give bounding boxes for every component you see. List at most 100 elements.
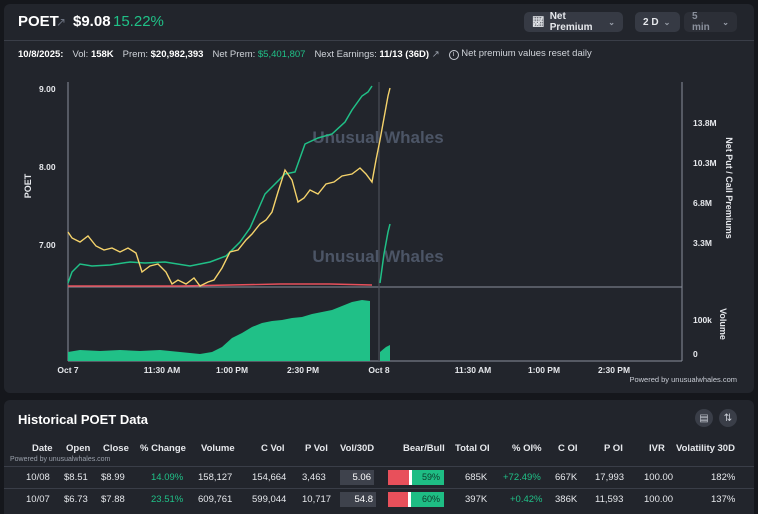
cell-pvol: 10,717 xyxy=(302,494,332,505)
col-pvol[interactable]: P Vol xyxy=(305,443,328,454)
range-dropdown-label: 2 D xyxy=(643,16,659,28)
cell-oipct: +0.42% xyxy=(510,494,543,505)
volume-tick: 0 xyxy=(693,349,698,359)
col-totaloi[interactable]: Total OI xyxy=(455,443,490,454)
metric-dropdown[interactable]: 📈︎ Net Premium ⌄ xyxy=(524,11,623,33)
col-ivr[interactable]: IVR xyxy=(649,443,665,454)
cell-vol30: 54.8 xyxy=(340,492,376,507)
powered-by: Powered by unusualwhales.com xyxy=(629,375,737,384)
col-volatility[interactable]: Volatility 30D xyxy=(676,443,735,454)
sort-toggle-icon[interactable]: ⇅ xyxy=(719,409,737,427)
cell-close: $8.99 xyxy=(101,472,125,483)
cell-totaloi: 685K xyxy=(465,472,488,483)
price-chart[interactable]: Unusual Whales Unusual Whales 9.00 8.00 … xyxy=(0,0,758,393)
cell-pvol: 3,463 xyxy=(302,472,326,483)
col-bearbull[interactable]: Bear/Bull xyxy=(403,443,445,454)
price: $9.08 xyxy=(73,13,111,30)
table-powered-by: Powered by unusualwhales.com xyxy=(10,456,111,463)
volume-tick: 100k xyxy=(693,315,712,325)
cell-volatility: 182% xyxy=(711,472,736,483)
stats-volume: Vol: 158K xyxy=(72,48,114,60)
col-oipct[interactable]: % OI% xyxy=(512,443,542,454)
col-volume[interactable]: Volume xyxy=(201,443,235,454)
table-row[interactable]: 10/08 $8.51 $8.99 14.09% 158,127 154,664… xyxy=(4,466,754,488)
bull-pct: 60% xyxy=(421,494,440,504)
col-open[interactable]: Open xyxy=(66,443,91,454)
history-title: Historical POET Data xyxy=(18,412,149,427)
bear-portion xyxy=(388,470,411,485)
volume-area-oct7 xyxy=(68,300,370,361)
time-tick: 2:30 PM xyxy=(598,365,630,375)
chevron-down-icon: ⌄ xyxy=(608,17,615,27)
cell-volatility: 137% xyxy=(711,494,736,505)
put-premium-line xyxy=(68,283,373,287)
col-vol30[interactable]: Vol/30D xyxy=(340,443,375,454)
range-dropdown[interactable]: 2 D ⌄ xyxy=(635,12,680,32)
table-header: Date Open Close % Change Volume C Vol P … xyxy=(4,436,754,466)
bull-portion xyxy=(411,470,444,485)
table-settings-icon[interactable]: ▤ xyxy=(695,409,713,427)
ticker-symbol[interactable]: POET xyxy=(18,13,59,30)
cell-change: 14.09% xyxy=(151,472,184,483)
col-cvol[interactable]: C Vol xyxy=(261,443,285,454)
chevron-down-icon: ⌄ xyxy=(722,17,729,27)
cell-poi: 11,593 xyxy=(595,494,624,505)
stats-note: i Net premium values reset daily xyxy=(448,48,592,60)
bull-pct: 59% xyxy=(421,472,440,482)
interval-dropdown-label: 5 min xyxy=(692,11,710,33)
stats-premium: Prem: $20,982,393 xyxy=(122,48,204,60)
cell-date: 10/07 xyxy=(26,494,50,505)
time-tick: 2:30 PM xyxy=(287,365,319,375)
cell-cvol: 599,044 xyxy=(252,494,287,505)
call-premium-line xyxy=(67,85,373,284)
col-date[interactable]: Date xyxy=(32,443,53,454)
cell-open: $6.73 xyxy=(64,494,88,505)
price-line xyxy=(67,87,391,287)
cell-coi: 667K xyxy=(555,472,578,483)
cell-close: $7.88 xyxy=(101,494,125,505)
bear-bull-marker xyxy=(409,470,412,485)
stats-earnings: Next Earnings: 11/13 (36D) ↗ xyxy=(314,48,440,60)
col-close[interactable]: Close xyxy=(103,443,129,454)
bear-bull-bar: 59% xyxy=(388,470,444,485)
cell-ivr: 100.00 xyxy=(644,472,674,483)
metric-dropdown-label: Net Premium xyxy=(549,11,593,33)
right-axis-label: Net Put / Call Premiums xyxy=(724,137,734,239)
watermark-bottom: Unusual Whales xyxy=(312,247,443,266)
col-change[interactable]: % Change xyxy=(140,443,186,454)
chevron-down-icon: ⌄ xyxy=(663,17,671,27)
time-tick: Oct 8 xyxy=(368,365,390,375)
cell-date: 10/08 xyxy=(26,472,50,483)
chart-icon: 📈︎ xyxy=(532,16,545,28)
info-icon[interactable]: i xyxy=(448,50,459,60)
table-row[interactable]: 10/07 $6.73 $7.88 23.51% 609,761 599,044… xyxy=(4,488,754,510)
col-coi[interactable]: C OI xyxy=(558,443,578,454)
header-divider xyxy=(4,40,754,41)
interval-dropdown[interactable]: 5 min ⌄ xyxy=(684,11,737,33)
cell-volume: 609,761 xyxy=(198,494,233,505)
cell-ivr: 100.00 xyxy=(644,494,674,505)
stats-bar: 10/8/2025: Vol: 158K Prem: $20,982,393 N… xyxy=(18,48,592,60)
external-link-icon[interactable]: ↗ xyxy=(431,48,440,60)
cell-oipct: +72.49% xyxy=(503,472,541,483)
price-tick: 7.00 xyxy=(39,240,56,250)
cell-vol30: 5.06 xyxy=(340,470,374,485)
cell-volume: 158,127 xyxy=(198,472,233,483)
stats-date: 10/8/2025: xyxy=(18,48,64,60)
left-axis-label: POET xyxy=(23,173,33,198)
stats-net-premium: Net Prem: $5,401,807 xyxy=(212,48,306,60)
price-tick: 8.00 xyxy=(39,162,56,172)
external-link-icon[interactable]: ↗ xyxy=(56,15,67,29)
time-tick: 1:00 PM xyxy=(216,365,248,375)
time-tick: Oct 7 xyxy=(57,365,79,375)
cell-open: $8.51 xyxy=(64,472,88,483)
cell-change: 23.51% xyxy=(151,494,184,505)
volume-area-oct8 xyxy=(380,345,390,361)
col-poi[interactable]: P OI xyxy=(604,443,623,454)
price-change: 15.22% xyxy=(113,13,164,30)
bear-bull-marker xyxy=(408,492,411,507)
time-tick: 11:30 AM xyxy=(144,365,181,375)
time-tick: 1:00 PM xyxy=(528,365,560,375)
history-panel xyxy=(4,400,754,514)
premium-tick: 3.3M xyxy=(693,238,712,248)
